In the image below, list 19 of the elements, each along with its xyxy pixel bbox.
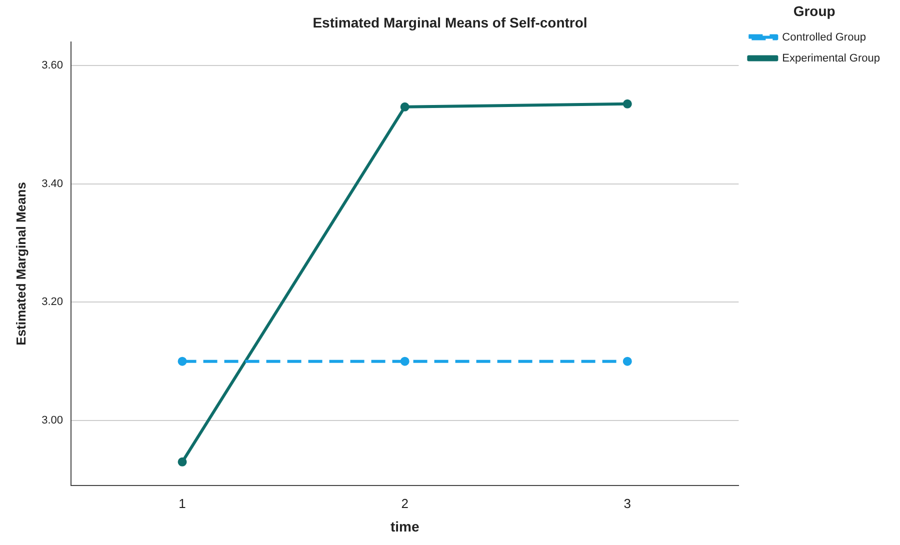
point	[622, 356, 632, 366]
legend-label: Experimental Group	[782, 52, 880, 64]
y-tick-label: 3.20	[42, 296, 64, 308]
y-axis-title: Estimated Marginal Means	[13, 182, 28, 346]
point	[400, 356, 410, 366]
y-tick-label: 3.00	[42, 414, 64, 427]
point	[622, 99, 632, 108]
y-tick-label: 3.40	[42, 178, 64, 190]
chart-title: Estimated Marginal Means of Self-control	[312, 14, 588, 30]
point	[178, 457, 187, 466]
x-tick-label: 1	[178, 496, 186, 511]
x-tick-label: 3	[624, 496, 632, 511]
x-tick-label: 2	[401, 496, 408, 511]
point	[400, 102, 410, 112]
y-tick-label: 3.60	[42, 60, 64, 72]
point	[178, 356, 187, 366]
legend-label: Controlled Group	[782, 31, 866, 44]
x-axis-title: time	[390, 518, 420, 534]
legend-title: Group	[793, 2, 836, 19]
